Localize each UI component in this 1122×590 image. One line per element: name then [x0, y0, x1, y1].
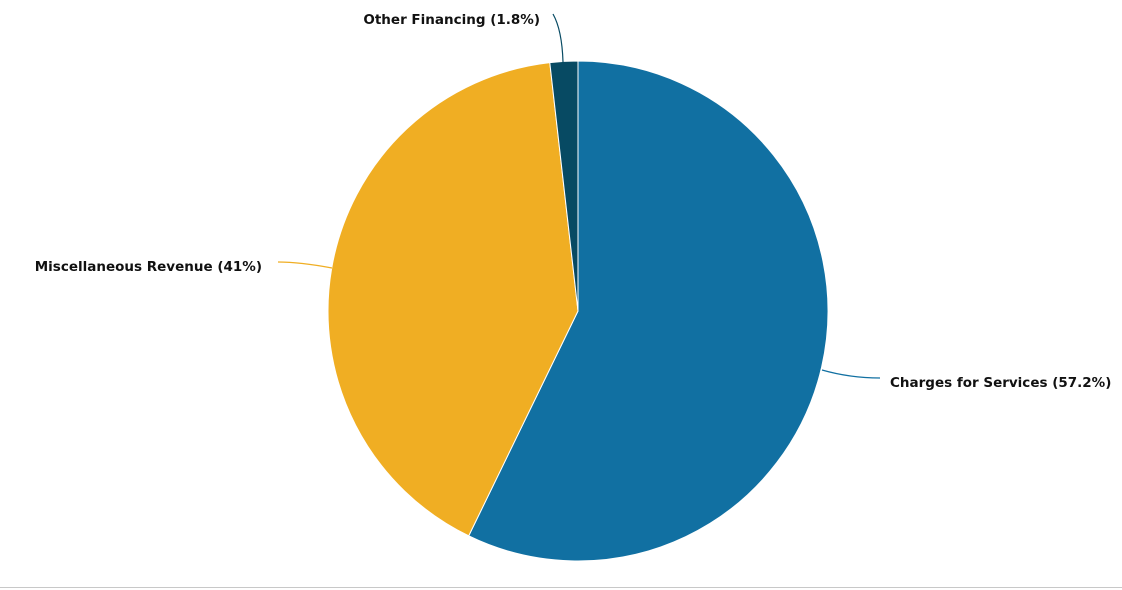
slice-labels: Charges for Services (57.2%) Miscellaneo…: [35, 12, 1112, 391]
leader-line-other-financing: [552, 13, 564, 63]
pie-slice-other-financing: [549, 60, 579, 312]
slice-label-miscellaneous-revenue: Miscellaneous Revenue (41%): [35, 259, 262, 275]
leader-line-charges-for-services: [821, 369, 881, 379]
bottom-divider: [0, 587, 1122, 588]
pie-slice-miscellaneous-revenue: [327, 62, 579, 537]
leader-lines: [277, 13, 881, 379]
slice-label-other-financing: Other Financing (1.8%): [363, 12, 540, 28]
leader-line-miscellaneous-revenue: [277, 261, 333, 269]
pie-slice-charges-for-services: [468, 60, 829, 562]
pie-slices: [327, 60, 829, 562]
slice-label-charges-for-services: Charges for Services (57.2%): [890, 375, 1111, 391]
